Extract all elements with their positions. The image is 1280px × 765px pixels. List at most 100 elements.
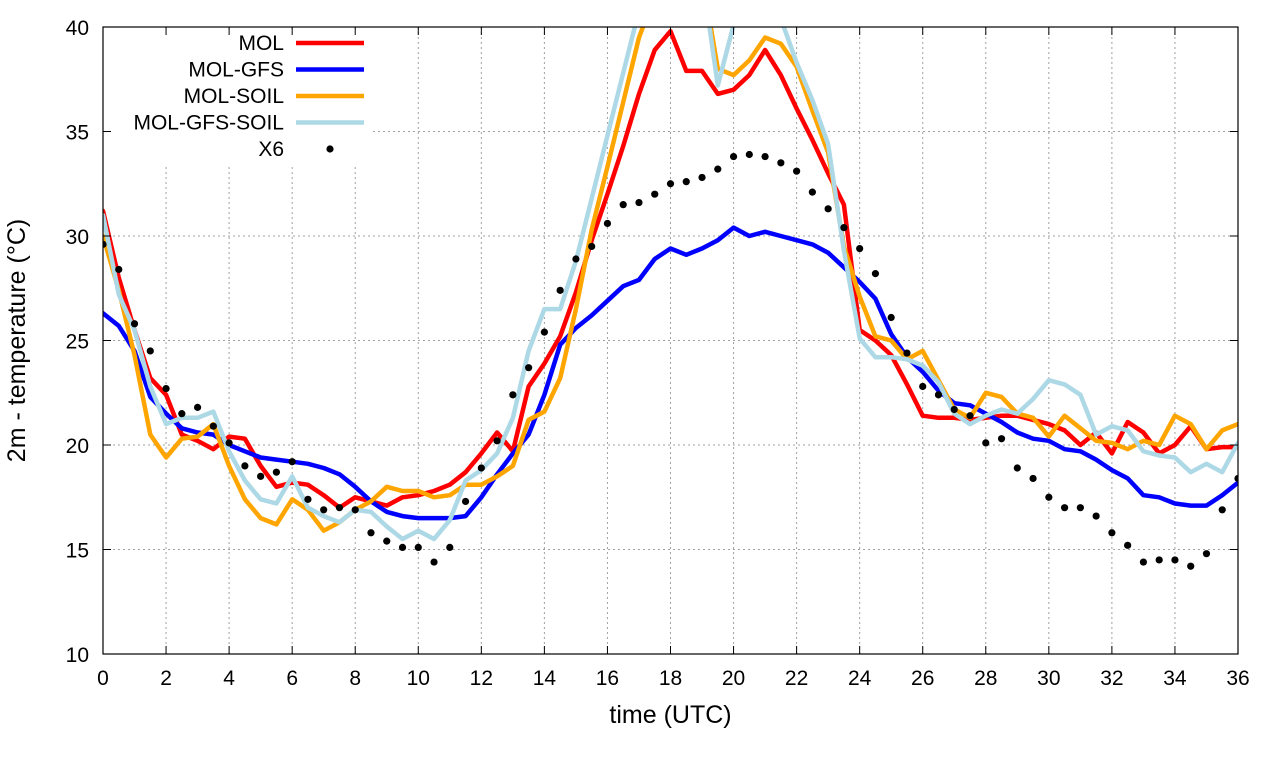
data-point-x6 [966, 412, 974, 420]
data-point-x6 [682, 178, 690, 186]
data-point-x6 [793, 167, 801, 175]
data-point-x6 [619, 201, 627, 209]
y-tick-label: 25 [66, 331, 89, 354]
data-point-x6 [414, 543, 422, 552]
x-tick-label: 8 [349, 667, 361, 690]
x-tick-label: 2 [160, 667, 172, 690]
data-point-x6 [856, 244, 864, 253]
data-point-x6 [130, 320, 139, 328]
data-point-x6 [745, 150, 753, 159]
data-point-x6 [903, 349, 911, 357]
x-tick-label: 6 [286, 667, 298, 690]
data-point-x6 [351, 506, 359, 514]
y-tick-label: 30 [66, 226, 89, 249]
data-point-x6 [824, 205, 832, 213]
data-point-x6 [146, 347, 154, 355]
data-point-x6 [919, 382, 927, 391]
data-point-x6 [761, 152, 769, 161]
y-axis-label: 2m - temperature (°C) [3, 219, 31, 462]
x-tick-label: 20 [722, 667, 745, 690]
data-point-x6 [871, 270, 880, 278]
x-tick-label: 18 [659, 667, 682, 690]
data-point-x6 [398, 543, 407, 552]
data-point-x6 [446, 543, 454, 552]
data-point-x6 [383, 537, 391, 545]
data-point-x6 [982, 439, 990, 447]
data-point-x6 [556, 286, 564, 294]
data-point-x6 [525, 364, 533, 372]
data-point-x6 [461, 497, 470, 506]
data-point-x6 [1218, 506, 1226, 514]
y-tick-label: 15 [66, 540, 89, 563]
data-point-x6 [1187, 562, 1195, 570]
data-point-x6 [241, 462, 249, 470]
data-point-x6 [1029, 474, 1037, 483]
x-tick-label: 0 [97, 667, 109, 690]
data-point-x6 [225, 439, 233, 447]
x-tick-label: 22 [785, 667, 808, 690]
data-point-x6 [1155, 556, 1163, 564]
tick-labels: 0 2 4 6 8 10 12 14 16 18 20 22 24 26 28 30 32 34 361015202… [66, 17, 1250, 690]
data-point-x6 [430, 558, 438, 566]
data-point-x6 [635, 198, 643, 207]
data-point-x6 [1124, 541, 1132, 549]
data-point-x6 [997, 435, 1006, 443]
y-tick-label: 20 [66, 435, 89, 458]
x-tick-label: 14 [533, 667, 557, 690]
data-point-x6 [887, 313, 895, 322]
x-tick-label: 12 [470, 667, 493, 690]
data-point-x6 [840, 224, 848, 232]
data-point-x6 [335, 504, 344, 512]
data-point-x6 [1171, 556, 1179, 564]
data-point-x6 [714, 165, 722, 173]
x-tick-label: 16 [596, 667, 619, 690]
legend-marker-x6 [326, 145, 334, 153]
data-point-x6 [588, 242, 596, 251]
data-point-x6 [651, 190, 659, 198]
y-tick-label: 40 [66, 17, 89, 40]
data-point-x6 [178, 410, 186, 418]
x-tick-label: 28 [974, 667, 997, 690]
legend-label-mol: MOL [238, 32, 284, 55]
data-point-x6 [1076, 504, 1084, 512]
data-point-x6 [1092, 512, 1100, 520]
data-point-x6 [950, 405, 958, 414]
data-point-x6 [540, 328, 548, 336]
data-point-x6 [1108, 529, 1116, 537]
data-point-x6 [729, 152, 738, 161]
data-point-x6 [103, 240, 107, 248]
data-point-x6 [1234, 474, 1238, 483]
x-tick-label: 26 [911, 667, 934, 690]
data-point-x6 [288, 458, 296, 466]
data-point-x6 [193, 403, 202, 411]
legend-label-mol-gfs: MOL-GFS [188, 59, 284, 82]
data-point-x6 [1060, 504, 1069, 512]
x-tick-label: 24 [848, 667, 872, 690]
data-point-x6 [1013, 464, 1021, 472]
data-point-x6 [272, 468, 281, 476]
data-point-x6 [1202, 550, 1211, 558]
data-point-x6 [509, 391, 517, 399]
x-tick-label: 36 [1226, 667, 1249, 690]
data-point-x6 [777, 159, 785, 167]
data-point-x6 [257, 472, 265, 480]
grid [103, 27, 1238, 654]
x-tick-label: 10 [407, 667, 430, 690]
series-line-mol-gfs-soil [103, 27, 1238, 542]
data-point-x6 [209, 422, 217, 430]
legend-label-mol-gfs-soil: MOL-GFS-SOIL [133, 112, 284, 135]
data-point-x6 [698, 173, 706, 182]
x-tick-label: 30 [1037, 667, 1060, 690]
data-point-x6 [367, 529, 375, 537]
data-point-x6 [162, 384, 170, 393]
series-x6-points [103, 150, 1238, 570]
data-point-x6 [603, 219, 612, 228]
axes [102, 26, 1239, 655]
series-line-mol-soil [103, 27, 1238, 533]
data-point-x6 [1045, 493, 1053, 501]
data-point-x6 [1139, 558, 1148, 566]
data-point-x6 [320, 506, 328, 514]
x-tick-label: 32 [1100, 667, 1123, 690]
